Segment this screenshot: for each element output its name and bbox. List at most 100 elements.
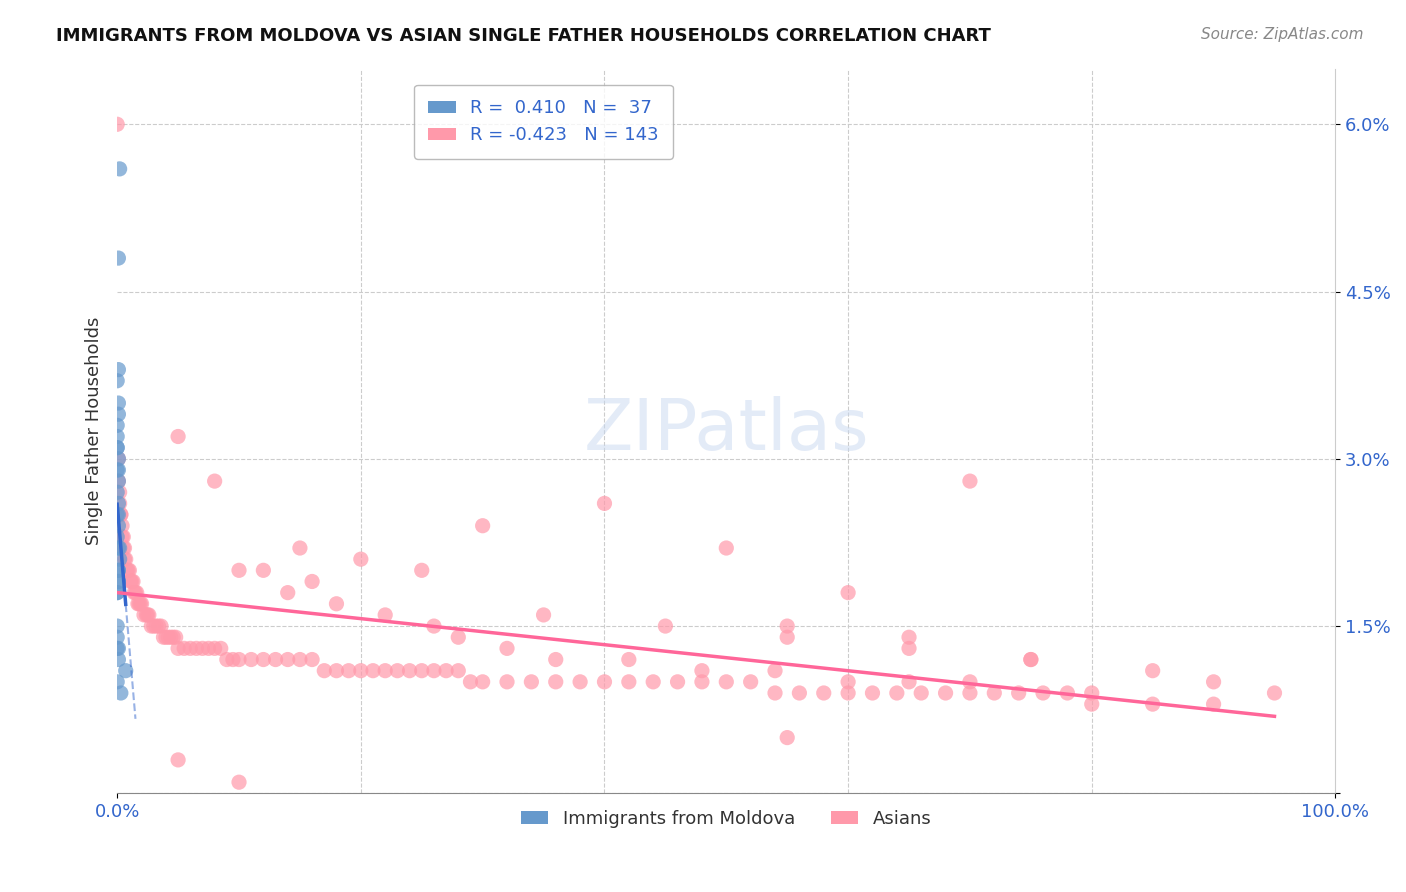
Point <box>107 451 129 466</box>
Point <box>1142 664 1164 678</box>
Point <box>228 652 250 666</box>
Point <box>117 563 139 577</box>
Point <box>593 496 616 510</box>
Point <box>776 731 799 745</box>
Point <box>122 585 145 599</box>
Point <box>264 652 287 666</box>
Point <box>173 641 195 656</box>
Point <box>716 541 738 555</box>
Point <box>935 686 957 700</box>
Point <box>131 597 153 611</box>
Point <box>1056 686 1078 700</box>
Point <box>209 641 232 656</box>
Point <box>301 652 323 666</box>
Point <box>110 686 132 700</box>
Point <box>142 619 165 633</box>
Point <box>191 641 214 656</box>
Point <box>107 496 129 510</box>
Point <box>118 563 141 577</box>
Point <box>374 607 396 622</box>
Point <box>105 418 128 433</box>
Point <box>374 664 396 678</box>
Point <box>105 619 128 633</box>
Point <box>105 530 128 544</box>
Point <box>105 117 128 131</box>
Point <box>1142 697 1164 711</box>
Point <box>128 597 150 611</box>
Point <box>617 674 640 689</box>
Point <box>105 585 128 599</box>
Point <box>107 508 129 522</box>
Point <box>115 563 138 577</box>
Point <box>813 686 835 700</box>
Point <box>337 664 360 678</box>
Point <box>105 641 128 656</box>
Point <box>112 541 135 555</box>
Point <box>716 674 738 689</box>
Point <box>690 664 713 678</box>
Point <box>121 574 143 589</box>
Point <box>1019 652 1042 666</box>
Point <box>959 674 981 689</box>
Point <box>740 674 762 689</box>
Point <box>1081 697 1104 711</box>
Point <box>277 585 299 599</box>
Point <box>325 597 347 611</box>
Point <box>108 485 131 500</box>
Point <box>983 686 1005 700</box>
Point <box>107 518 129 533</box>
Point <box>197 641 219 656</box>
Point <box>496 674 519 689</box>
Point <box>105 429 128 443</box>
Point <box>837 686 859 700</box>
Text: ZIPatlas: ZIPatlas <box>583 396 869 466</box>
Point <box>471 518 494 533</box>
Point <box>167 641 190 656</box>
Text: Source: ZipAtlas.com: Source: ZipAtlas.com <box>1201 27 1364 42</box>
Point <box>107 563 129 577</box>
Point <box>898 641 921 656</box>
Point <box>150 619 173 633</box>
Point <box>228 775 250 789</box>
Point <box>107 474 129 488</box>
Point <box>959 474 981 488</box>
Point <box>107 574 129 589</box>
Point <box>288 652 311 666</box>
Point <box>107 641 129 656</box>
Point <box>105 674 128 689</box>
Point <box>643 674 665 689</box>
Point <box>120 574 142 589</box>
Point <box>252 652 274 666</box>
Point <box>167 429 190 443</box>
Point <box>447 630 470 644</box>
Point <box>1019 652 1042 666</box>
Point <box>387 664 409 678</box>
Point <box>666 674 689 689</box>
Point <box>763 686 786 700</box>
Point <box>690 674 713 689</box>
Point <box>228 563 250 577</box>
Point <box>105 463 128 477</box>
Point <box>411 664 433 678</box>
Point <box>107 474 129 488</box>
Point <box>165 630 187 644</box>
Point <box>107 396 129 410</box>
Point <box>114 541 136 555</box>
Point <box>114 552 136 566</box>
Point <box>108 552 131 566</box>
Point <box>125 585 148 599</box>
Point <box>108 541 131 555</box>
Point <box>155 630 177 644</box>
Point <box>277 652 299 666</box>
Point <box>145 619 167 633</box>
Point <box>107 407 129 421</box>
Point <box>496 641 519 656</box>
Point <box>862 686 884 700</box>
Point <box>776 630 799 644</box>
Point <box>148 619 170 633</box>
Point <box>132 607 155 622</box>
Point <box>114 552 136 566</box>
Point <box>107 652 129 666</box>
Point <box>447 664 470 678</box>
Point <box>1263 686 1285 700</box>
